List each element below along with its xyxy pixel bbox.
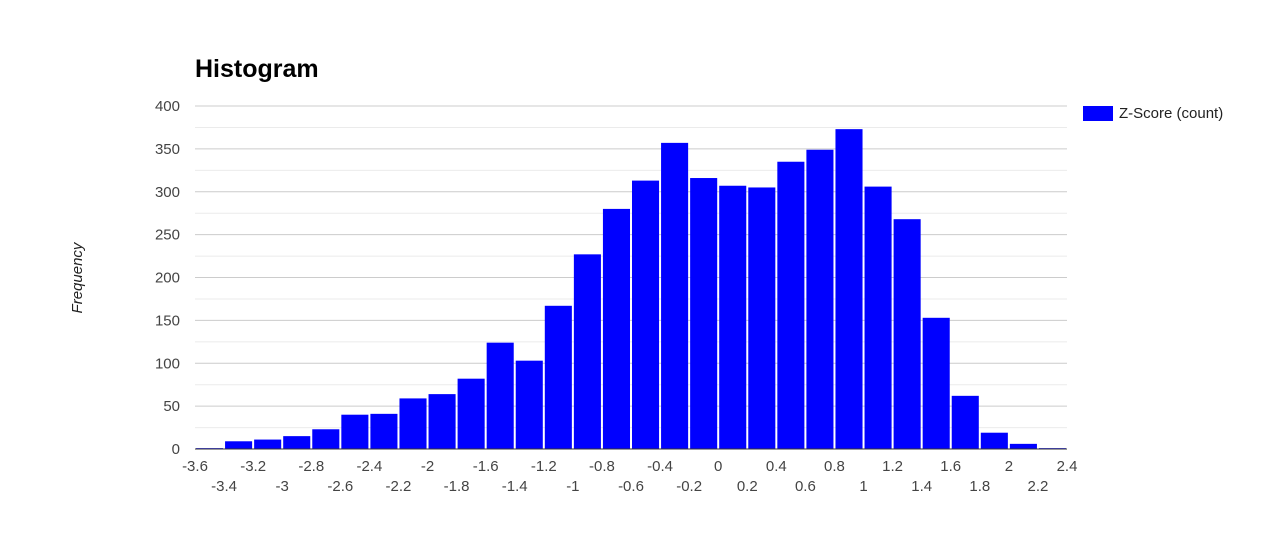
y-tick-label: 50 xyxy=(163,398,180,415)
x-tick-label: 1.4 xyxy=(911,478,932,495)
x-tick-label: -1.8 xyxy=(444,478,470,495)
x-tick-label: 2 xyxy=(1005,458,1013,475)
y-axis-label: Frequency xyxy=(69,241,86,313)
histogram-bar xyxy=(980,432,1008,449)
legend-swatch xyxy=(1083,106,1113,121)
gridlines xyxy=(195,105,1067,429)
histogram-bar xyxy=(428,394,456,449)
histogram-bar xyxy=(341,414,369,449)
y-tick-labels: 0 50 100 150 200 250 300 350 400 xyxy=(155,98,180,458)
histogram-bar xyxy=(922,317,950,449)
x-tick-label: -1.4 xyxy=(502,478,528,495)
histogram-bar xyxy=(661,142,689,449)
y-tick-label: 100 xyxy=(155,355,180,372)
x-tick-label: -3 xyxy=(276,478,289,495)
histogram-bar xyxy=(515,360,543,449)
histogram-bar xyxy=(690,178,718,449)
x-tick-label: -2.2 xyxy=(386,478,412,495)
x-tick-label: 1.2 xyxy=(882,458,903,475)
x-tick-label: -1.2 xyxy=(531,458,557,475)
x-tick-label: -2.6 xyxy=(327,478,353,495)
x-tick-label: 0 xyxy=(714,458,722,475)
histogram-bar xyxy=(602,208,630,449)
x-tick-labels: -3.6 -3.2 -2.8 -2.4 -2 -1.6 -1.2 -0.8 -0.4 0 0.4 0.… xyxy=(182,458,1077,495)
y-tick-label: 250 xyxy=(155,227,180,244)
histogram-bar xyxy=(806,149,834,450)
histogram-bar xyxy=(632,180,660,450)
histogram-bar xyxy=(254,439,282,449)
histogram-bar xyxy=(399,398,427,449)
x-tick-label: -2.4 xyxy=(356,458,382,475)
y-tick-label: 350 xyxy=(155,141,180,158)
x-tick-label: -0.2 xyxy=(676,478,702,495)
histogram-bar xyxy=(1009,443,1037,449)
histogram-bar xyxy=(457,378,485,449)
histogram-bar xyxy=(951,395,979,449)
x-tick-label: 0.4 xyxy=(766,458,787,475)
x-tick-label: -1 xyxy=(566,478,579,495)
histogram-bar xyxy=(225,441,253,449)
histogram-bar xyxy=(283,436,311,449)
x-tick-label: 1 xyxy=(859,478,867,495)
x-tick-label: -3.2 xyxy=(240,458,266,475)
x-tick-label: 1.6 xyxy=(940,458,961,475)
histogram-bar xyxy=(544,305,572,449)
x-tick-label: -2.8 xyxy=(298,458,324,475)
x-tick-label: 0.8 xyxy=(824,458,845,475)
x-tick-label: 2.2 xyxy=(1028,478,1049,495)
x-tick-label: 1.8 xyxy=(969,478,990,495)
x-tick-label: -0.4 xyxy=(647,458,673,475)
histogram-bar xyxy=(486,342,514,449)
histogram-bar xyxy=(573,254,601,449)
x-tick-label: 2.4 xyxy=(1057,458,1078,475)
x-tick-label: -0.8 xyxy=(589,458,615,475)
histogram-bar xyxy=(748,187,776,449)
histogram-bar xyxy=(370,413,398,449)
histogram-bar xyxy=(312,429,340,449)
histogram-bar xyxy=(777,161,805,450)
y-tick-label: 300 xyxy=(155,184,180,201)
legend: Z-Score (count) xyxy=(1083,105,1223,122)
y-tick-label: 200 xyxy=(155,270,180,287)
x-tick-label: 0.6 xyxy=(795,478,816,495)
y-tick-label: 0 xyxy=(172,441,180,458)
chart-title: Histogram xyxy=(195,55,319,83)
x-tick-label: -0.6 xyxy=(618,478,644,495)
histogram-bar xyxy=(719,185,747,449)
x-tick-label: -1.6 xyxy=(473,458,499,475)
x-tick-label: -3.4 xyxy=(211,478,237,495)
histogram-bar xyxy=(893,219,921,449)
y-tick-label: 150 xyxy=(155,312,180,329)
x-tick-label: -3.6 xyxy=(182,458,208,475)
legend-label: Z-Score (count) xyxy=(1119,105,1223,122)
y-tick-label: 400 xyxy=(155,98,180,115)
bars xyxy=(196,129,1066,450)
histogram-bar xyxy=(835,129,863,449)
histogram-bar xyxy=(864,186,892,450)
x-tick-label: 0.2 xyxy=(737,478,758,495)
x-tick-label: -2 xyxy=(421,458,434,475)
